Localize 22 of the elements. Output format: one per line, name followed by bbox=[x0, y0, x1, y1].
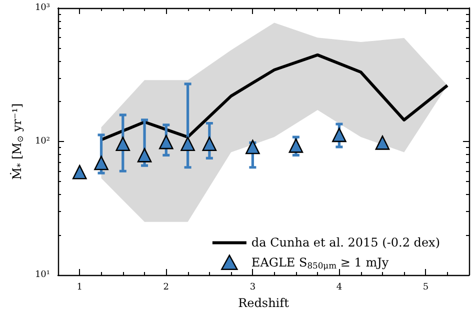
point bbox=[137, 148, 152, 162]
x-tick-label: 5 bbox=[422, 282, 429, 292]
x-tick-label: 4 bbox=[336, 282, 342, 292]
point bbox=[288, 138, 304, 153]
x-tick-label: 1 bbox=[76, 282, 82, 292]
point bbox=[159, 134, 174, 150]
point bbox=[332, 128, 346, 142]
x-axis-title: Redshift bbox=[238, 296, 290, 310]
x-tick-label: 3 bbox=[250, 282, 256, 292]
y-tick-label: 10¹ bbox=[34, 270, 50, 280]
x-tick-label: 2 bbox=[163, 282, 170, 292]
legend-label: da Cunha et al. 2015 (-0.2 dex) bbox=[251, 236, 440, 250]
point bbox=[116, 136, 130, 152]
y-tick-label: 10² bbox=[34, 136, 50, 146]
y-axis-title: Ṁ* [M⊙ yr⁻¹] bbox=[9, 103, 25, 180]
point bbox=[180, 136, 195, 152]
point bbox=[246, 140, 260, 154]
point bbox=[72, 164, 87, 180]
point bbox=[94, 156, 108, 170]
point bbox=[202, 136, 217, 152]
point bbox=[375, 136, 390, 150]
y-tick-label: 10³ bbox=[34, 3, 50, 13]
